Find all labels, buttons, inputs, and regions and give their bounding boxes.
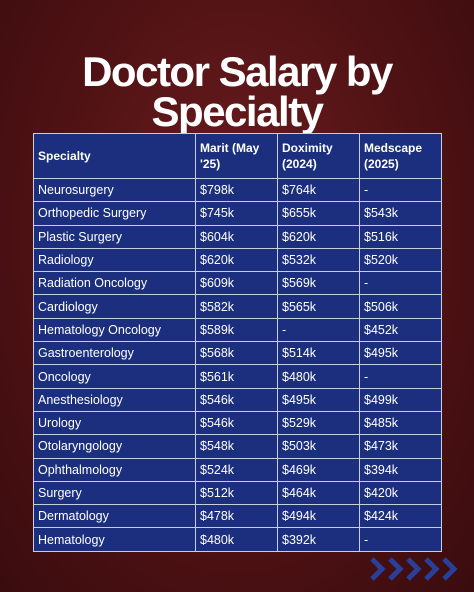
salary-cell: $569k [277,271,360,296]
header-row: Specialty Marit (May '25) Doximity (2024) M… [33,133,442,179]
salary-cell: $529k [277,410,360,436]
table-row: Gastroenterology $568k $514k $495k [33,341,442,366]
salary-cell: $424k [359,504,442,529]
salary-cell: $420k [359,480,442,506]
table-row: Oncology $561k $480k - [33,364,442,389]
salary-cell: $480k [195,527,278,552]
salary-cell: $485k [359,410,442,436]
table-row: Urology $546k $529k $485k [33,410,442,436]
salary-cell: $494k [277,504,360,529]
salary-cell: - [359,177,442,203]
table-row: Cardiology $582k $565k $506k [33,294,442,319]
title: Doctor Salary by Specialty [82,48,393,135]
table-body: Neurosurgery $798k $764k - Orthopedic Surger… [33,177,442,552]
specialty-cell: Gastroenterology [33,341,196,366]
salary-cell: $394k [359,457,442,482]
specialty-cell: Orthopedic Surgery [33,201,196,226]
salary-cell: $495k [359,341,442,366]
table-row: Radiation Oncology $609k $569k - [33,271,442,296]
salary-cell: $589k [195,317,278,343]
table-row: Anesthesiology $546k $495k $499k [33,387,442,412]
salary-cell: $452k [359,317,442,343]
salary-cell: $620k [195,247,278,273]
salary-cell: $499k [359,387,442,412]
salary-cell: $609k [195,271,278,296]
salary-cell: $516k [359,224,442,249]
salary-cell: $514k [277,341,360,366]
salary-cell: $543k [359,201,442,226]
salary-cell: $548k [195,434,278,459]
salary-cell: $478k [195,504,278,529]
specialty-cell: Hematology Oncology [33,317,196,343]
salary-cell: $480k [277,364,360,389]
salary-cell: $506k [359,294,442,319]
salary-cell: $473k [359,434,442,459]
salary-cell: - [277,317,360,343]
salary-cell: $464k [277,480,360,506]
salary-cell: $469k [277,457,360,482]
salary-cell: $582k [195,294,278,319]
salary-cell: - [359,271,442,296]
salary-cell: - [359,364,442,389]
salary-cell: $532k [277,247,360,273]
table-row: Surgery $512k $464k $420k [33,480,442,506]
table-row: Plastic Surgery $604k $620k $516k [33,224,442,249]
specialty-cell: Radiation Oncology [33,271,196,296]
salary-cell: $495k [277,387,360,412]
salary-cell: $503k [277,434,360,459]
chevrons [370,557,458,581]
header-cell: Marit (May '25) [195,133,278,179]
table-row: Radiology $620k $532k $520k [33,247,442,273]
table-row: Dermatology $478k $494k $424k [33,504,442,529]
table-row: Hematology $480k $392k - [33,527,442,552]
specialty-cell: Neurosurgery [33,177,196,203]
specialty-cell: Otolaryngology [33,434,196,459]
specialty-cell: Dermatology [33,504,196,529]
salary-table: Specialty Marit (May '25) Doximity (2024) M… [33,133,442,552]
specialty-cell: Surgery [33,480,196,506]
salary-cell: $568k [195,341,278,366]
salary-cell: $655k [277,201,360,226]
salary-cell: $745k [195,201,278,226]
specialty-cell: Radiology [33,247,196,273]
salary-cell: $546k [195,387,278,412]
header-cell: Doximity (2024) [277,133,360,179]
salary-cell: $546k [195,410,278,436]
specialty-cell: Cardiology [33,294,196,319]
specialty-cell: Oncology [33,364,196,389]
specialty-cell: Urology [33,410,196,436]
table-row: Hematology Oncology $589k - $452k [33,317,442,343]
salary-cell: - [359,527,442,552]
table-row: Neurosurgery $798k $764k - [33,177,442,203]
salary-cell: $798k [195,177,278,203]
header-cell: Specialty [33,133,196,179]
salary-cell: $512k [195,480,278,506]
salary-cell: $520k [359,247,442,273]
salary-cell: $565k [277,294,360,319]
salary-cell: $561k [195,364,278,389]
specialty-cell: Ophthalmology [33,457,196,482]
salary-cell: $764k [277,177,360,203]
salary-cell: $392k [277,527,360,552]
table-row: Ophthalmology $524k $469k $394k [33,457,442,482]
salary-cell: $524k [195,457,278,482]
salary-cell: $604k [195,224,278,249]
table-row: Orthopedic Surgery $745k $655k $543k [33,201,442,226]
header-cell: Medscape (2025) [359,133,442,179]
specialty-cell: Anesthesiology [33,387,196,412]
table-row: Otolaryngology $548k $503k $473k [33,434,442,459]
specialty-cell: Hematology [33,527,196,552]
specialty-cell: Plastic Surgery [33,224,196,249]
salary-cell: $620k [277,224,360,249]
